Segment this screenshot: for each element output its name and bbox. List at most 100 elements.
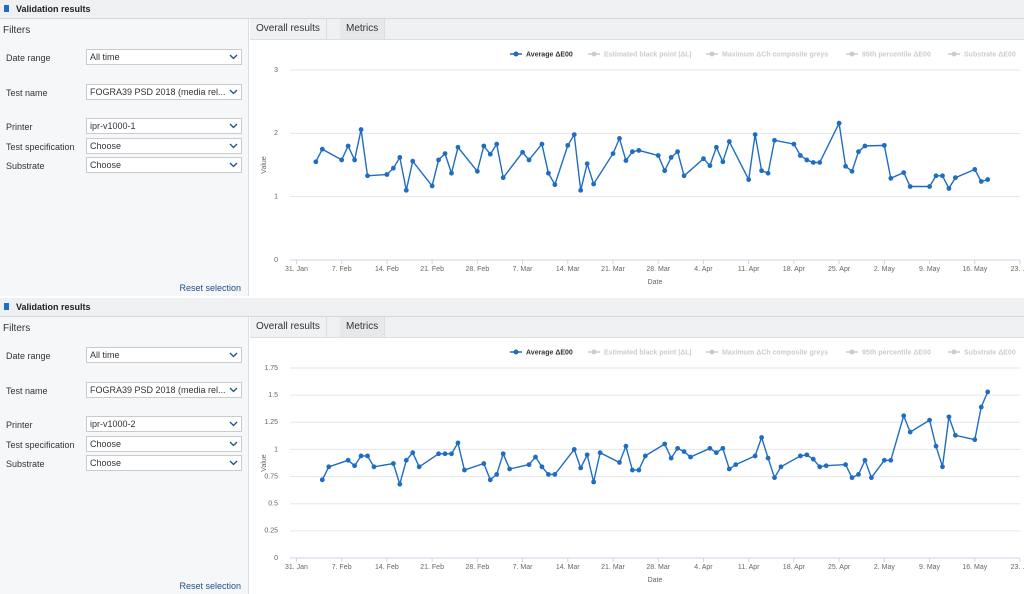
data-point	[623, 443, 629, 449]
tab[interactable]: Metrics	[340, 317, 386, 337]
chevron-path	[229, 352, 238, 358]
data-point	[326, 464, 332, 470]
data-point	[617, 460, 622, 465]
legend-item[interactable]: Estimated black point |ΔL|	[588, 349, 692, 356]
legend-label: Estimated black point |ΔL|	[604, 349, 692, 356]
x-tick-label: 28. Feb	[465, 564, 489, 571]
filter-value: ipr-v1000-1	[90, 121, 136, 131]
data-point	[823, 463, 829, 469]
legend-item[interactable]: Substrate ΔE00	[948, 51, 1016, 58]
reset-link[interactable]: Reset selection	[179, 581, 241, 591]
y-tick-label: 3	[274, 67, 278, 74]
x-tick-label: 25. Apr	[828, 564, 851, 571]
data-point	[365, 173, 370, 179]
filter-select[interactable]: All time	[86, 347, 242, 363]
y-tick-label: 0	[274, 555, 278, 562]
y-tick-label: 2	[274, 130, 278, 137]
legend-label: Average ΔE00	[526, 51, 573, 58]
legend-item[interactable]: 95th percentile ΔE00	[846, 349, 931, 356]
y-tick-label: 0.25	[264, 528, 278, 535]
legend-item[interactable]: Maximum ΔCh composite greys	[706, 51, 828, 58]
data-point	[591, 181, 597, 187]
x-tick-label: 14. Feb	[375, 266, 399, 273]
data-point	[487, 151, 493, 157]
data-point	[416, 464, 422, 470]
data-point	[494, 141, 500, 147]
legend-item[interactable]: Maximum ΔCh composite greys	[706, 349, 828, 356]
filter-select[interactable]: Choose	[86, 436, 242, 452]
data-point	[474, 168, 480, 174]
data-point	[507, 466, 513, 472]
data-point	[371, 464, 377, 470]
legend-item[interactable]: Substrate ΔE00	[948, 349, 1016, 356]
x-tick-label: 21. Mar	[601, 564, 625, 571]
data-point	[772, 137, 777, 143]
chevron-path	[229, 123, 238, 129]
data-point	[481, 143, 487, 149]
chevron-path	[229, 54, 238, 60]
data-point	[707, 445, 713, 451]
tab[interactable]: Metrics	[340, 19, 386, 39]
filter-value: All time	[90, 350, 120, 360]
filter-select[interactable]: FOGRA39 PSD 2018 (media rel...	[86, 382, 242, 398]
filter-label: Test name	[6, 88, 48, 98]
data-point	[636, 148, 642, 153]
data-point	[843, 163, 848, 169]
data-point	[410, 450, 416, 456]
filter-select[interactable]: All time	[86, 49, 242, 65]
x-tick-label: 31. Jan	[285, 564, 308, 571]
filter-select[interactable]: Choose	[86, 138, 242, 154]
filter-select[interactable]: FOGRA39 PSD 2018 (media rel...	[86, 84, 242, 100]
legend-item[interactable]: Estimated black point |ΔL|	[588, 51, 692, 58]
chevron	[229, 387, 238, 393]
data-point	[933, 443, 939, 449]
x-tick-label: 21. Feb	[420, 564, 444, 571]
data-point	[436, 451, 441, 457]
legend-marker	[513, 51, 519, 57]
data-point	[533, 454, 538, 460]
filter-select[interactable]: ipr-v1000-1	[86, 118, 242, 134]
data-point	[591, 479, 597, 485]
chevron	[229, 352, 238, 358]
data-point	[946, 414, 952, 420]
data-point	[701, 156, 706, 162]
tab[interactable]: Overall results	[250, 317, 327, 337]
filters-title: Filters	[3, 323, 31, 334]
legend-item[interactable]: Average ΔE00	[510, 51, 573, 58]
chevron	[229, 162, 238, 168]
data-point	[429, 183, 435, 189]
tab[interactable]: Overall results	[250, 19, 327, 39]
data-point	[352, 463, 358, 469]
legend-marker	[951, 349, 957, 355]
data-point	[526, 462, 532, 468]
filter-value: FOGRA39 PSD 2018 (media rel...	[90, 87, 226, 97]
data-point	[862, 143, 868, 149]
legend-marker	[849, 349, 855, 355]
data-point	[720, 445, 726, 451]
data-point	[759, 168, 764, 174]
filter-select[interactable]: ipr-v1000-2	[86, 416, 242, 432]
chevron-path	[229, 387, 238, 393]
data-point	[313, 159, 319, 165]
legend-item[interactable]: Average ΔE00	[510, 349, 573, 356]
x-tick-label: 2. May	[874, 266, 896, 273]
reset-link[interactable]: Reset selection	[179, 283, 241, 293]
filter-select[interactable]: Choose	[86, 157, 242, 173]
legend-item[interactable]: 95th percentile ΔE00	[846, 51, 931, 58]
x-tick-label: 7. Mar	[513, 564, 534, 571]
chart: 0 1 2 3 31. Jan 7. Feb 14. Feb 21. Feb 28. Feb 7.…	[261, 51, 1024, 286]
panel: Validation results Filters Date range All t…	[0, 298, 1024, 594]
data-point	[765, 170, 771, 176]
data-point	[688, 454, 693, 460]
data-point	[707, 163, 713, 169]
x-tick-label: 7. Feb	[332, 266, 352, 273]
data-point	[623, 158, 629, 163]
data-point	[668, 455, 674, 461]
legend-label: 95th percentile ΔE00	[862, 349, 931, 356]
data-point	[319, 146, 325, 152]
legend-marker	[513, 349, 519, 355]
filter-label: Test name	[6, 386, 48, 396]
filters-title: Filters	[3, 25, 31, 36]
data-point	[681, 449, 687, 454]
filter-select[interactable]: Choose	[86, 455, 242, 471]
